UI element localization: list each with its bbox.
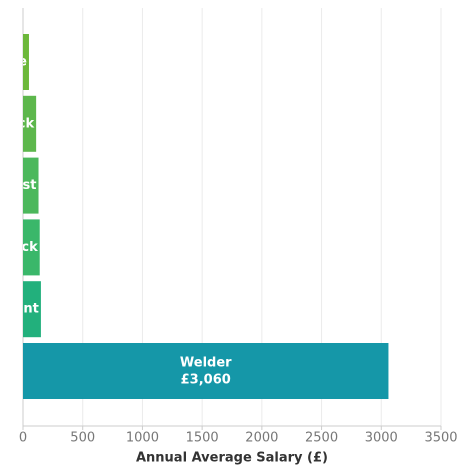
bar-category-label: e (18, 55, 27, 70)
bar (23, 95, 37, 152)
bar-category-label: Welder (180, 356, 232, 371)
x-tick-label: 2500 (305, 431, 338, 446)
bar (23, 281, 41, 338)
bar-label-group: ck (21, 240, 38, 255)
x-tick-label: 0 (19, 431, 27, 446)
bar-value-label: £3,060 (181, 373, 231, 388)
x-axis-label: Annual Average Salary (£) (136, 451, 328, 466)
bar-label-group: e (18, 55, 27, 70)
x-tick-label: 500 (70, 431, 95, 446)
x-tick-label: 3500 (424, 431, 457, 446)
bar (23, 219, 40, 276)
bar (23, 343, 389, 399)
bar-label-group: ck (18, 116, 35, 131)
bar-label-group: Welder £3,060 (180, 356, 232, 388)
x-tick-label: 1500 (186, 431, 219, 446)
bar-category-label: ck (21, 240, 38, 255)
bar-label-group: int (19, 302, 39, 317)
x-tick-label: 3000 (365, 431, 398, 446)
bar (23, 157, 39, 214)
bar (23, 34, 29, 90)
bar-category-label: ck (18, 116, 35, 131)
x-tick-label: 2000 (245, 431, 278, 446)
bar-label-group: nst (13, 178, 37, 193)
bar-category-label: nst (13, 178, 36, 193)
x-tick-label: 1000 (126, 431, 159, 446)
bar-category-label: int (19, 302, 39, 317)
